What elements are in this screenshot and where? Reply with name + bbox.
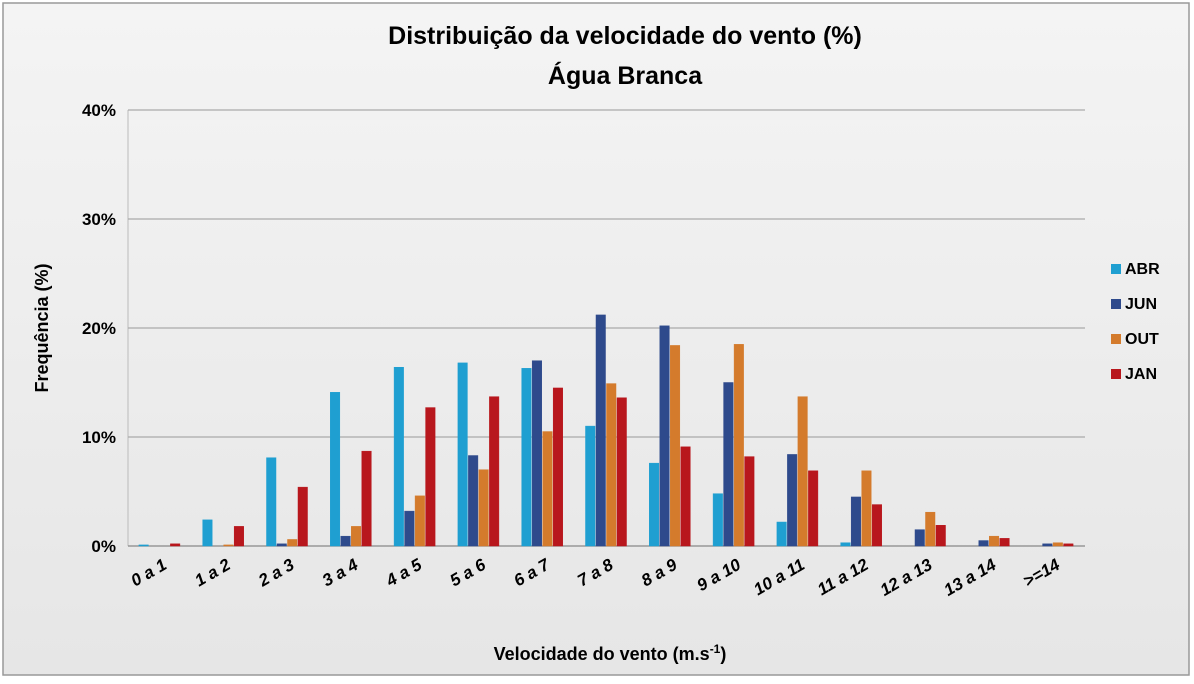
bar bbox=[542, 431, 553, 547]
bar bbox=[712, 493, 723, 547]
bar bbox=[202, 519, 213, 547]
bar bbox=[585, 425, 596, 547]
legend-swatch bbox=[1111, 369, 1121, 379]
bar bbox=[170, 543, 181, 547]
x-axis-title-suffix: ) bbox=[720, 644, 726, 664]
bar bbox=[925, 511, 936, 547]
bar bbox=[776, 521, 787, 547]
bar bbox=[425, 407, 436, 547]
bar bbox=[330, 392, 341, 547]
bar bbox=[393, 366, 404, 547]
bar bbox=[1052, 542, 1063, 547]
bar bbox=[935, 525, 946, 547]
bar bbox=[680, 446, 691, 547]
bar bbox=[808, 470, 819, 547]
bar bbox=[1042, 543, 1053, 547]
bar bbox=[531, 360, 542, 547]
y-tick-label: 10% bbox=[82, 428, 116, 447]
bar bbox=[361, 450, 372, 547]
bar bbox=[138, 544, 149, 547]
bar bbox=[670, 345, 681, 547]
bar bbox=[616, 397, 627, 547]
bar bbox=[521, 368, 532, 547]
bar bbox=[999, 538, 1010, 547]
chart-title: Distribuição da velocidade do vento (%) bbox=[388, 22, 862, 50]
bar bbox=[489, 396, 500, 547]
legend-swatch bbox=[1111, 264, 1121, 274]
bar bbox=[478, 469, 489, 547]
bar bbox=[276, 543, 287, 547]
bar bbox=[457, 362, 468, 547]
bar bbox=[468, 455, 479, 547]
bar bbox=[723, 382, 734, 547]
legend-label: OUT bbox=[1125, 331, 1159, 348]
bar bbox=[978, 540, 989, 547]
y-tick-label: 20% bbox=[82, 319, 116, 338]
y-tick-label: 0% bbox=[91, 537, 116, 556]
legend-swatch bbox=[1111, 299, 1121, 309]
bar bbox=[861, 470, 872, 547]
bar bbox=[649, 462, 660, 547]
bar bbox=[297, 486, 308, 547]
bar bbox=[340, 535, 351, 547]
legend-label: JAN bbox=[1125, 366, 1157, 383]
y-tick-label: 40% bbox=[82, 101, 116, 120]
bar bbox=[733, 344, 744, 547]
legend-label: JUN bbox=[1125, 296, 1157, 313]
bar bbox=[223, 544, 234, 547]
chart-subtitle: Água Branca bbox=[548, 61, 703, 90]
bar bbox=[287, 539, 298, 547]
bar bbox=[414, 495, 425, 547]
bar bbox=[787, 454, 798, 547]
bar bbox=[404, 510, 415, 547]
bar bbox=[606, 383, 617, 547]
bar bbox=[659, 325, 670, 547]
bar bbox=[914, 529, 925, 547]
legend-label: ABR bbox=[1125, 261, 1160, 278]
x-axis-title-text: Velocidade do vento (m.s bbox=[494, 644, 710, 664]
bar bbox=[797, 396, 808, 547]
bar bbox=[850, 496, 861, 547]
bar bbox=[989, 535, 1000, 547]
bar bbox=[744, 456, 755, 547]
legend-swatch bbox=[1111, 334, 1121, 344]
bar bbox=[871, 504, 882, 547]
x-axis-title: Velocidade do vento (m.s-1) bbox=[494, 642, 727, 664]
bar bbox=[552, 387, 563, 547]
bar bbox=[840, 542, 851, 547]
bar bbox=[595, 314, 606, 547]
y-axis-title: Frequência (%) bbox=[32, 263, 52, 392]
y-tick-label: 30% bbox=[82, 210, 116, 229]
bar bbox=[351, 526, 362, 547]
x-axis-title-sup: -1 bbox=[710, 642, 721, 656]
bar bbox=[233, 526, 244, 547]
bar bbox=[266, 457, 277, 547]
bar bbox=[1063, 543, 1074, 547]
